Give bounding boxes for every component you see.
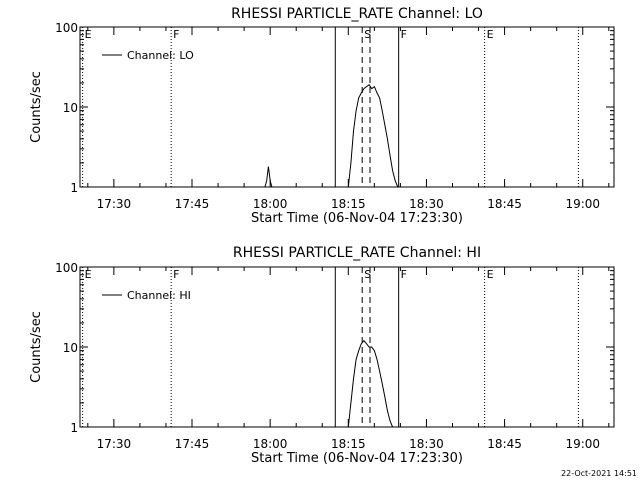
y-tick-label: 100 xyxy=(55,21,78,35)
x-tick-label: 17:30 xyxy=(97,197,132,211)
y-axis-label: Counts/sec xyxy=(29,71,44,143)
x-tick-label: 18:00 xyxy=(253,197,288,211)
legend-label: Channel: LO xyxy=(127,49,194,62)
x-tick-label: 17:45 xyxy=(175,197,210,211)
event-marker-label: E xyxy=(85,268,92,281)
x-tick-label: 18:15 xyxy=(331,437,366,451)
event-marker-label: S xyxy=(364,28,371,41)
legend-label: Channel: HI xyxy=(127,289,191,302)
x-axis-label: Start Time (06-Nov-04 17:23:30) xyxy=(251,211,463,226)
event-marker-label: E xyxy=(85,28,92,41)
event-marker-label: F xyxy=(173,28,179,41)
y-tick-label: 1 xyxy=(70,181,78,195)
chart-title: RHESSI PARTICLE_RATE Channel: LO xyxy=(231,6,483,22)
event-marker-label: E xyxy=(487,28,494,41)
y-tick-label: 10 xyxy=(63,101,78,115)
event-marker-label: F xyxy=(401,28,407,41)
x-tick-label: 18:00 xyxy=(253,437,288,451)
x-tick-label: 19:00 xyxy=(565,437,600,451)
series-line xyxy=(264,83,399,188)
footer-timestamp: 22-Oct-2021 14:51 xyxy=(561,469,637,478)
chart-title: RHESSI PARTICLE_RATE Channel: HI xyxy=(233,245,481,261)
series-line xyxy=(347,339,394,428)
event-marker-label: E xyxy=(487,268,494,281)
event-marker-label: F xyxy=(173,268,179,281)
x-tick-label: 19:00 xyxy=(565,197,600,211)
x-tick-label: 17:30 xyxy=(97,437,132,451)
chart-panel-1: RHESSI PARTICLE_RATE Channel: LO Counts/s… xyxy=(29,6,615,226)
x-axis-label: Start Time (06-Nov-04 17:23:30) xyxy=(251,451,463,466)
x-tick-label: 18:15 xyxy=(331,197,366,211)
y-tick-label: 1 xyxy=(70,421,78,435)
event-marker-label: F xyxy=(401,268,407,281)
y-axis-label: Counts/sec xyxy=(29,311,44,383)
x-tick-label: 18:30 xyxy=(409,197,444,211)
y-tick-label: 100 xyxy=(55,261,78,275)
chart-panel-2: RHESSI PARTICLE_RATE Channel: HI Counts/s… xyxy=(29,245,615,466)
event-marker-label: S xyxy=(364,268,371,281)
x-tick-label: 17:45 xyxy=(175,437,210,451)
y-tick-label: 10 xyxy=(63,341,78,355)
x-tick-label: 18:45 xyxy=(487,197,522,211)
x-tick-label: 18:30 xyxy=(409,437,444,451)
x-tick-label: 18:45 xyxy=(487,437,522,451)
